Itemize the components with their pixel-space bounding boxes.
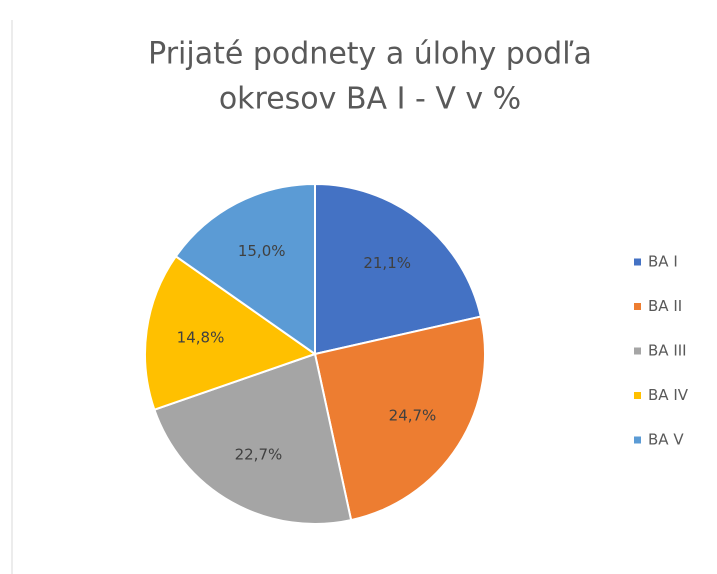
legend-label: BA III [648, 342, 687, 360]
pie-slice [313, 315, 486, 522]
pie-slice [174, 182, 316, 356]
data-label: 21,1% [363, 254, 411, 272]
legend-label: BA I [648, 253, 678, 271]
chart-title: Prijaté podnety a úlohy podľa [148, 37, 592, 72]
data-label: 24,7% [389, 407, 437, 425]
data-label: 15,0% [238, 242, 286, 260]
legend-label: BA IV [648, 386, 689, 404]
data-label: 22,7% [235, 445, 283, 463]
data-label: 14,8% [177, 328, 225, 346]
legend-label: BA II [648, 297, 682, 315]
legend-swatch [634, 303, 641, 310]
legend-label: BA V [648, 431, 684, 449]
legend-swatch [634, 436, 641, 444]
legend-swatch [634, 392, 641, 399]
chart-title: okresov BA I - V v % [219, 82, 521, 117]
pie-slice [153, 352, 353, 525]
legend-swatch [634, 258, 641, 266]
pie-slice [144, 254, 318, 411]
pie-slice [314, 182, 483, 356]
legend-swatch [634, 347, 641, 355]
